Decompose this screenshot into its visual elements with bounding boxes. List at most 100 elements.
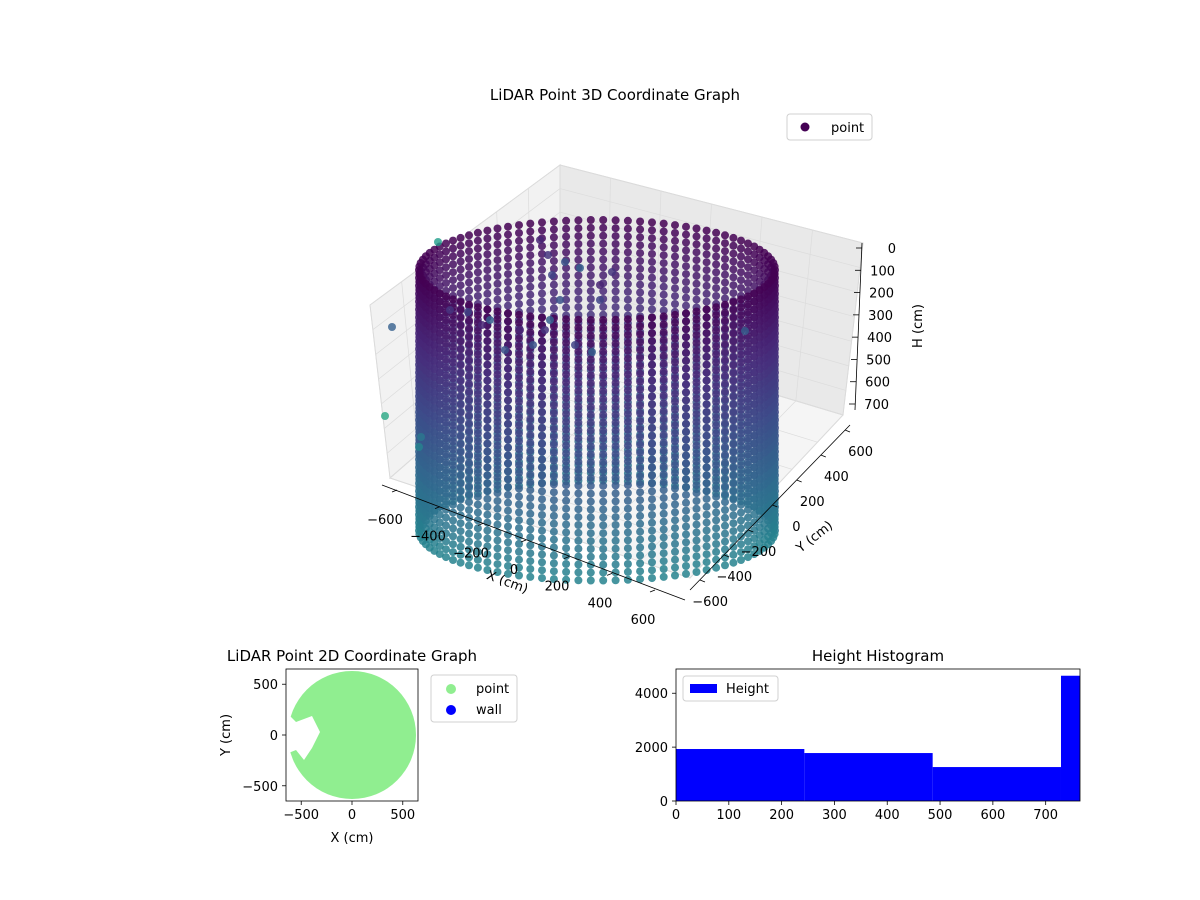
lidar-point [465,537,473,546]
lidar-point [456,385,465,393]
lidar-point [493,568,502,576]
lidar-point [456,542,465,551]
lidar-point [562,362,571,371]
lidar-point [712,292,721,300]
lidar-point [549,409,558,418]
lidar-point [515,476,523,485]
lidar-point [599,287,608,296]
lidar-point [442,395,450,404]
lidar-point [574,386,583,395]
lidar-point [744,466,752,475]
lidar-point [483,550,492,559]
lidar-point [449,492,457,501]
x-tick [649,589,656,593]
lidar-point [538,226,546,235]
lidar-point [721,458,729,467]
lidar-point [682,309,690,318]
lidar-point [682,262,690,271]
lidar-point [636,519,645,528]
lidar-point [671,244,679,253]
lidar-point [729,241,738,250]
lidar-point [549,225,558,234]
lidar-point [465,498,473,507]
y-tick-label: −600 [692,595,728,610]
z-tick-label: 0 [888,242,896,257]
lidar-point [549,264,558,273]
lidar-point [442,324,450,333]
lidar-point [611,497,620,506]
lidar-point [623,433,632,442]
lidar-point [483,423,492,432]
lidar-point [636,456,645,465]
lidar-point [648,265,656,274]
lidar-point [473,500,482,509]
lidar-point [562,410,571,418]
lidar-point [692,504,701,513]
lidar-point [456,558,465,567]
lidar-point [473,476,482,485]
lidar-point [702,431,711,440]
legend-histogram: Height [682,675,779,702]
lidar-point [750,494,759,503]
lidar-point [456,257,465,266]
lidar-point [659,494,668,502]
lidar-point [671,437,679,446]
lidar-point [750,352,759,361]
lidar-point [729,456,738,465]
lidar-point-interior [529,341,537,349]
lidar-point [721,308,729,317]
lidar-point [702,258,711,267]
x-tick-label-2d: 500 [390,808,415,823]
lidar-point [465,395,473,404]
lidar-point [549,417,558,426]
lidar-point [526,422,535,431]
lidar-point [623,544,632,553]
lidar-point [623,216,632,225]
lidar-point [465,294,473,303]
x-tick [477,522,484,526]
lidar-point [599,545,608,553]
lidar-point [737,524,745,533]
lidar-point [538,392,546,401]
lidar-point [504,285,512,294]
points-3d [381,216,779,585]
lidar-point [744,316,752,325]
lidar-point [586,394,595,403]
lidar-point [750,336,759,345]
lidar-point [435,392,444,401]
lidar-point-interior [446,306,454,314]
lidar-point [435,431,444,440]
y-tick [844,429,851,433]
lidar-point [435,542,444,551]
lidar-point [449,461,457,470]
lidar-point [549,288,558,297]
lidar-point [526,517,535,526]
lidar-point [449,524,457,533]
lidar-point [526,533,535,542]
lidar-point [702,368,711,377]
lidar-point [574,457,583,466]
lidar-point [623,504,632,513]
lidar-point [549,322,558,331]
lidar-point [483,502,492,511]
lidar-point [721,474,729,483]
lidar-point [449,477,457,485]
lidar-point [702,329,711,338]
lidar-point [586,355,595,364]
lidar-point [623,362,632,371]
lidar-point [671,405,679,414]
lidar-point [737,556,745,564]
lidar-point [648,408,656,417]
lidar-point [515,342,523,351]
chart-2d-title: LiDAR Point 2D Coordinate Graph [227,647,477,665]
lidar-point [682,538,690,547]
lidar-point [611,331,620,340]
lidar-point [493,465,502,474]
lidar-point [456,369,465,378]
lidar-point [721,371,729,380]
lidar-point [442,529,450,538]
lidar-point [473,228,482,237]
lidar-point [682,404,690,413]
lidar-point [611,402,620,411]
lidar-point [473,421,482,430]
